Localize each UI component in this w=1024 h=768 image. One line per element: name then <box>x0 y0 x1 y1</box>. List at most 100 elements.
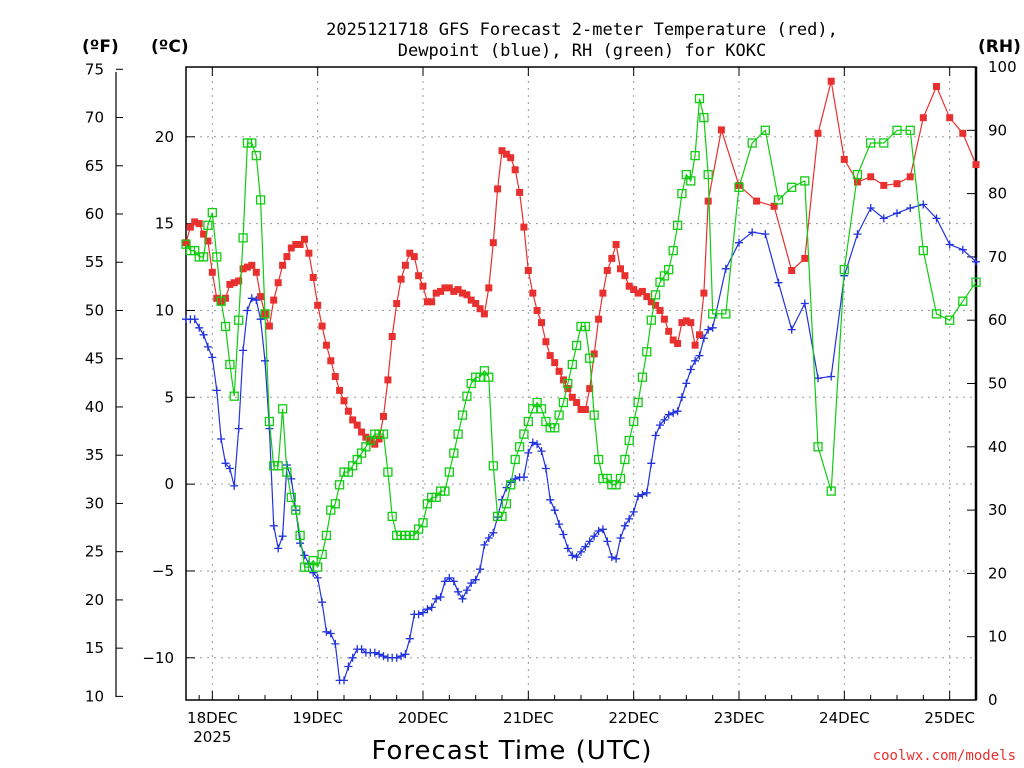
data-point <box>349 416 357 424</box>
data-point <box>827 77 835 85</box>
data-point <box>660 315 668 323</box>
data-point <box>437 287 445 295</box>
data-point <box>199 330 208 339</box>
data-point <box>397 652 406 661</box>
data-point <box>919 200 928 209</box>
data-point <box>620 521 629 530</box>
data-point <box>485 284 493 292</box>
data-point <box>593 454 604 465</box>
fahrenheit-tick-label: 35 <box>85 446 104 464</box>
data-point <box>669 408 678 417</box>
data-point <box>251 150 261 161</box>
data-point <box>735 238 743 247</box>
data-point <box>568 551 577 560</box>
data-point <box>906 204 915 212</box>
credit-text: coolwx.com/models <box>873 748 1016 764</box>
data-point <box>380 412 387 420</box>
rh-tick-label: 70 <box>988 248 1007 266</box>
data-point <box>472 300 480 307</box>
data-point <box>589 410 599 420</box>
data-point <box>788 267 796 274</box>
x-tick-label: 20DEC <box>398 709 449 727</box>
data-point <box>880 181 888 189</box>
data-point <box>624 435 634 446</box>
fahrenheit-tick-label: 70 <box>85 109 104 127</box>
data-point <box>546 495 555 504</box>
data-point <box>690 150 700 161</box>
data-point <box>748 228 757 237</box>
data-point <box>357 645 366 654</box>
data-point <box>620 454 630 465</box>
data-point <box>638 490 647 499</box>
data-point <box>853 230 862 239</box>
x-tick-label: 22DEC <box>608 709 659 727</box>
data-point <box>550 506 559 515</box>
data-point <box>248 261 256 269</box>
data-point <box>410 253 418 261</box>
data-point <box>397 275 405 283</box>
data-point <box>867 173 875 181</box>
data-point <box>664 410 673 419</box>
data-point <box>852 169 863 180</box>
data-point <box>423 298 431 306</box>
data-point <box>642 488 651 497</box>
fahrenheit-tick-label: 75 <box>85 60 104 78</box>
celsius-tick-label: 10 <box>155 301 174 319</box>
data-point <box>462 391 472 401</box>
data-point <box>682 317 690 325</box>
data-point <box>555 367 563 375</box>
data-point <box>630 286 638 294</box>
data-point <box>573 399 581 406</box>
rh-tick-label: 30 <box>988 501 1007 519</box>
data-point <box>721 264 730 273</box>
data-point <box>656 421 664 430</box>
data-point <box>186 223 194 231</box>
data-point <box>594 527 603 535</box>
data-point <box>581 406 589 413</box>
data-point <box>220 321 231 332</box>
data-point <box>717 126 725 134</box>
data-point <box>704 325 713 334</box>
data-point <box>669 336 677 344</box>
data-point <box>972 257 980 266</box>
gridlines <box>186 67 976 700</box>
data-point <box>747 138 757 148</box>
data-point <box>511 166 519 174</box>
data-point <box>286 492 296 503</box>
data-point <box>216 296 226 306</box>
data-point <box>919 114 927 122</box>
data-point <box>520 223 528 231</box>
data-point <box>555 520 564 529</box>
data-point <box>946 114 954 122</box>
data-point <box>647 459 656 468</box>
data-point <box>906 173 914 181</box>
celsius-tick-label: 0 <box>164 475 174 493</box>
data-point <box>656 307 664 314</box>
series-rh <box>181 93 981 572</box>
data-point <box>344 662 353 671</box>
data-point <box>770 202 778 210</box>
data-point <box>514 442 525 452</box>
data-point <box>419 282 427 290</box>
data-point <box>708 323 717 332</box>
data-point <box>327 357 335 365</box>
data-point <box>533 440 542 449</box>
data-point <box>353 421 361 429</box>
data-point <box>542 338 550 346</box>
data-point <box>931 309 942 319</box>
data-point <box>696 331 703 339</box>
data-point <box>585 537 594 546</box>
data-point <box>488 461 498 471</box>
data-point <box>541 464 550 473</box>
data-point <box>677 393 686 402</box>
data-point <box>524 448 533 457</box>
data-point <box>652 301 660 309</box>
data-point <box>585 353 595 363</box>
x-tick-label: 23DEC <box>714 709 765 727</box>
data-point <box>388 333 396 340</box>
data-point <box>905 125 915 135</box>
data-point <box>559 530 568 539</box>
data-point <box>348 653 357 662</box>
